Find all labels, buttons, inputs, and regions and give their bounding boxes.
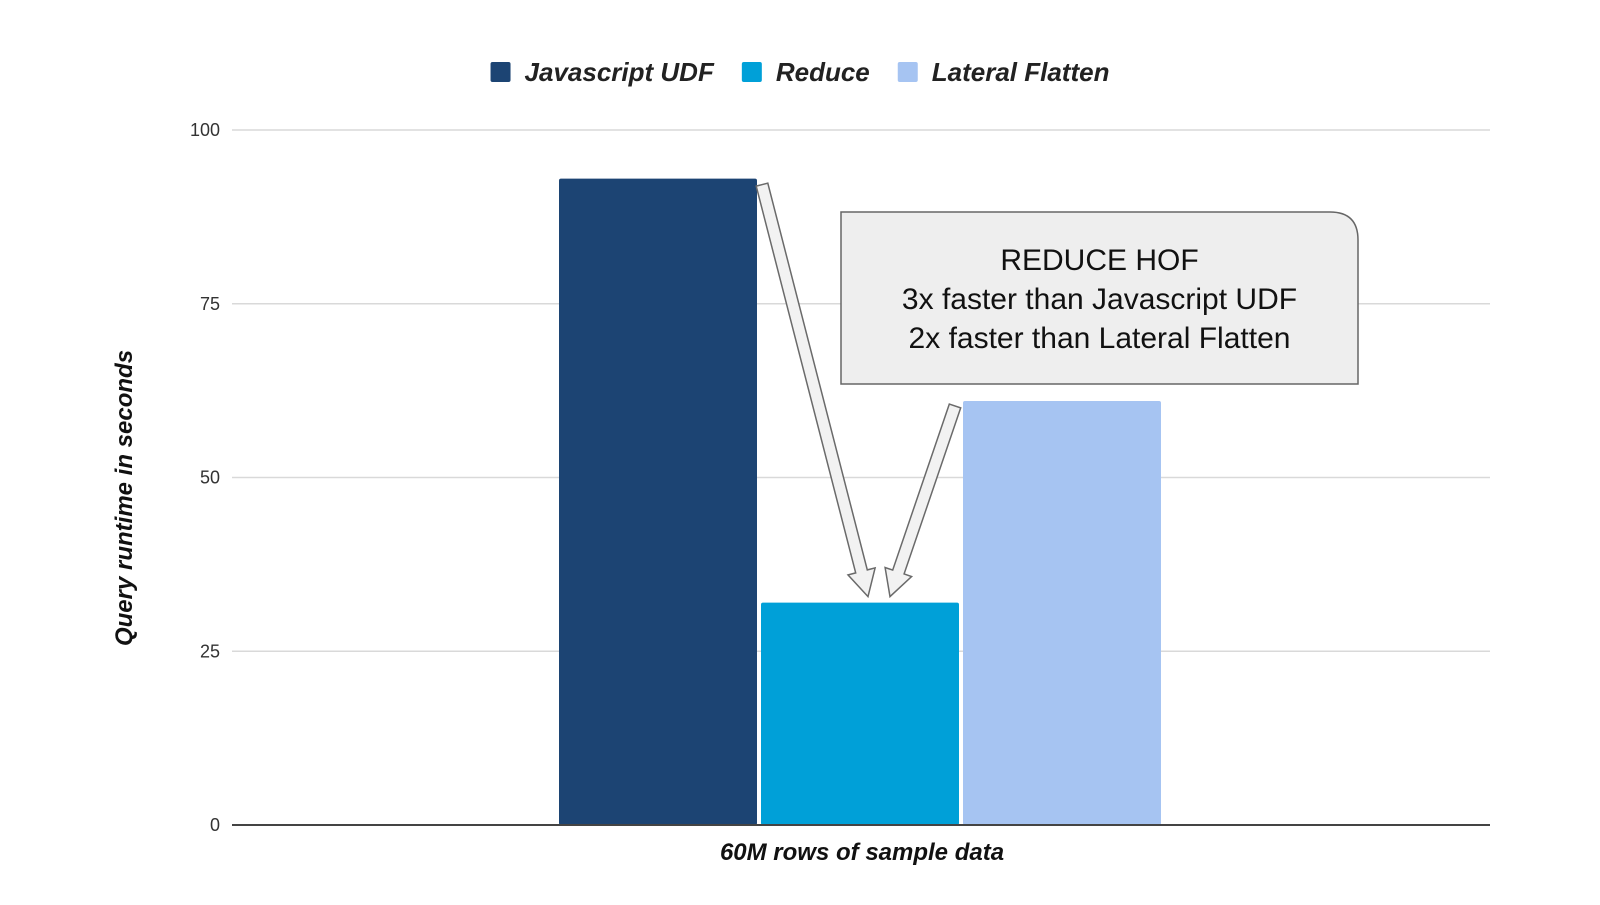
legend-label: Lateral Flatten (932, 57, 1110, 87)
y-tick-label: 25 (200, 641, 220, 661)
bar-reduce (761, 602, 959, 825)
callout-arrows (755, 182, 962, 599)
y-tick-label: 50 (200, 468, 220, 488)
y-axis-ticks: 0 25 50 75 100 (190, 120, 220, 835)
bar-javascript-udf (559, 178, 757, 825)
y-tick-label: 75 (200, 294, 220, 314)
legend-swatch (741, 62, 762, 82)
arrow-from-javascript-udf (755, 182, 877, 599)
y-tick-label: 100 (190, 120, 220, 140)
legend-swatch (490, 62, 511, 82)
x-axis-label: 60M rows of sample data (720, 839, 1004, 866)
callout-rect (840, 211, 1359, 385)
legend-label: Reduce (776, 57, 870, 87)
y-tick-label: 0 (210, 815, 220, 835)
callout-box: REDUCE HOF 3x faster than Javascript UDF 2… (840, 211, 1359, 385)
y-axis-label: Query runtime in seconds (111, 350, 138, 646)
bars (559, 178, 1161, 825)
callout-line: REDUCE HOF (1000, 244, 1198, 277)
arrow-from-lateral-flatten (884, 403, 962, 599)
legend-swatch (897, 62, 918, 82)
bar-lateral-flatten (963, 401, 1161, 825)
legend: Javascript UDF Reduce Lateral Flatten (490, 57, 1110, 87)
legend-label: Javascript UDF (525, 57, 715, 87)
callout-line: 3x faster than Javascript UDF (902, 283, 1297, 316)
callout-line: 2x faster than Lateral Flatten (909, 322, 1291, 355)
